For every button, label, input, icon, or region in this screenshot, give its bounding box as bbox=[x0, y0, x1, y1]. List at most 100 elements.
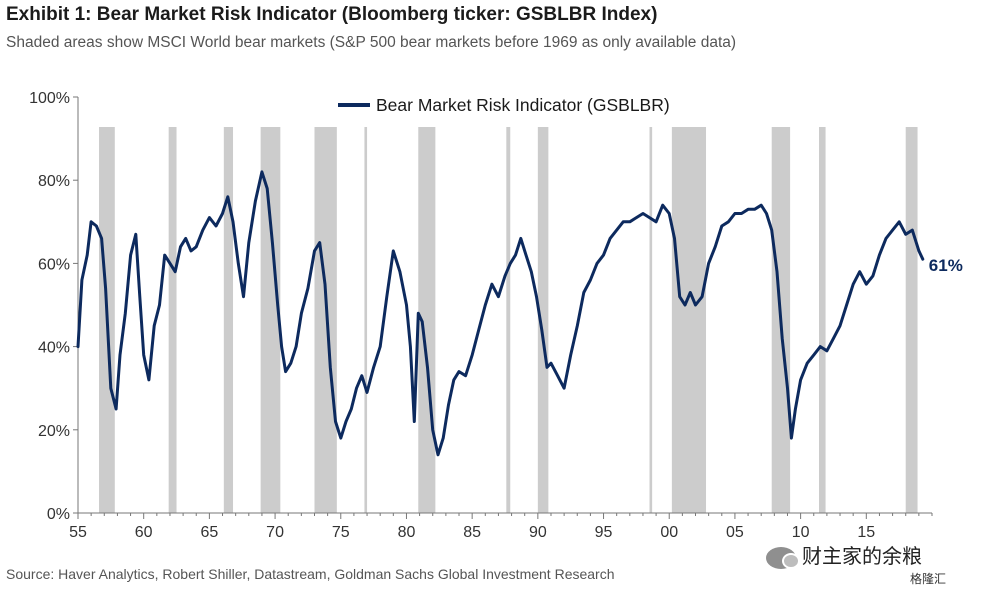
data-point bbox=[386, 295, 388, 298]
x-tick-label: 70 bbox=[266, 524, 284, 541]
x-tick-label: 00 bbox=[660, 524, 678, 541]
data-point bbox=[431, 429, 434, 431]
data-point bbox=[129, 254, 132, 256]
data-point bbox=[707, 262, 710, 265]
data-point bbox=[77, 345, 79, 348]
chart-axes bbox=[77, 97, 932, 514]
data-point bbox=[81, 279, 83, 281]
y-tick-label: 60% bbox=[38, 256, 70, 273]
data-point bbox=[760, 204, 762, 206]
data-point bbox=[806, 362, 808, 365]
data-point bbox=[447, 404, 450, 406]
data-point bbox=[668, 212, 670, 215]
data-point bbox=[872, 275, 874, 277]
data-point bbox=[497, 295, 500, 298]
data-point bbox=[158, 304, 161, 306]
data-point bbox=[845, 304, 848, 306]
bear-market-band bbox=[168, 127, 177, 513]
data-point bbox=[583, 291, 585, 294]
data-point bbox=[530, 270, 533, 273]
data-point bbox=[334, 420, 337, 423]
data-point bbox=[104, 287, 107, 290]
bear-market-band bbox=[506, 127, 511, 513]
data-point bbox=[442, 437, 445, 439]
data-point bbox=[215, 225, 217, 227]
data-point bbox=[918, 250, 920, 252]
series-line bbox=[76, 170, 925, 457]
bear-market-band bbox=[364, 127, 368, 513]
data-point bbox=[832, 337, 835, 340]
data-point bbox=[355, 387, 358, 390]
data-point bbox=[413, 420, 416, 423]
data-point bbox=[891, 229, 894, 231]
chart-subtitle: Shaded areas show MSCI World bear market… bbox=[6, 34, 737, 51]
data-point bbox=[195, 246, 197, 248]
data-point bbox=[839, 325, 841, 327]
bear-market-band bbox=[314, 127, 337, 513]
wechat-icon bbox=[766, 546, 800, 569]
data-point bbox=[372, 366, 375, 369]
data-point bbox=[458, 370, 460, 373]
watermark-logo: 格隆汇 bbox=[910, 570, 946, 587]
data-point bbox=[514, 254, 517, 256]
data-point bbox=[550, 362, 552, 365]
data-point bbox=[852, 283, 854, 286]
data-point bbox=[248, 241, 250, 244]
data-point bbox=[922, 258, 924, 261]
data-point bbox=[747, 208, 749, 211]
bear-market-band bbox=[649, 127, 653, 513]
data-point bbox=[115, 408, 117, 410]
data-point bbox=[655, 221, 657, 223]
watermark-text: 财主家的余粮 bbox=[802, 544, 922, 568]
bear-market-band bbox=[671, 127, 707, 513]
data-point bbox=[520, 237, 522, 240]
x-tick-label: 05 bbox=[726, 524, 744, 541]
data-point bbox=[405, 304, 408, 306]
data-point bbox=[509, 262, 512, 265]
bear-market-band bbox=[260, 127, 281, 513]
data-point bbox=[392, 250, 395, 252]
data-point bbox=[898, 221, 900, 223]
data-point bbox=[734, 212, 736, 215]
data-point bbox=[307, 287, 309, 290]
data-point bbox=[184, 237, 187, 240]
data-point bbox=[148, 379, 150, 381]
data-point bbox=[86, 254, 88, 256]
data-point bbox=[661, 204, 664, 206]
data-point bbox=[399, 270, 401, 273]
x-tick-label: 90 bbox=[529, 524, 547, 541]
data-point bbox=[163, 254, 166, 256]
data-point bbox=[622, 221, 624, 223]
data-point bbox=[635, 216, 638, 219]
data-point bbox=[596, 262, 598, 265]
data-point bbox=[858, 270, 861, 273]
data-point bbox=[437, 454, 439, 456]
data-point bbox=[541, 329, 543, 331]
data-point bbox=[421, 320, 424, 323]
x-tick-label: 10 bbox=[792, 524, 810, 541]
data-point bbox=[379, 345, 382, 348]
data-point bbox=[770, 229, 773, 231]
data-point bbox=[721, 225, 723, 227]
x-tick-label: 80 bbox=[398, 524, 416, 541]
x-tick-label: 95 bbox=[595, 524, 613, 541]
end-value-label: 61% bbox=[929, 256, 963, 275]
data-point bbox=[100, 237, 103, 240]
data-point bbox=[417, 312, 420, 315]
x-tick-label: 75 bbox=[332, 524, 350, 541]
data-point bbox=[615, 229, 618, 231]
chart-title: Exhibit 1: Bear Market Risk Indicator (B… bbox=[6, 4, 658, 25]
data-point bbox=[271, 241, 274, 244]
data-point bbox=[95, 225, 98, 227]
data-point bbox=[714, 246, 716, 248]
data-point bbox=[124, 312, 127, 315]
source-note: Source: Haver Analytics, Robert Shiller,… bbox=[6, 566, 615, 582]
data-point bbox=[142, 354, 145, 356]
data-point bbox=[350, 408, 353, 410]
y-tick-label: 0% bbox=[47, 506, 70, 523]
data-point bbox=[765, 212, 768, 215]
chart-legend: Bear Market Risk Indicator (GSBLBR) bbox=[338, 95, 670, 115]
data-point bbox=[678, 295, 681, 298]
data-point bbox=[904, 233, 907, 236]
